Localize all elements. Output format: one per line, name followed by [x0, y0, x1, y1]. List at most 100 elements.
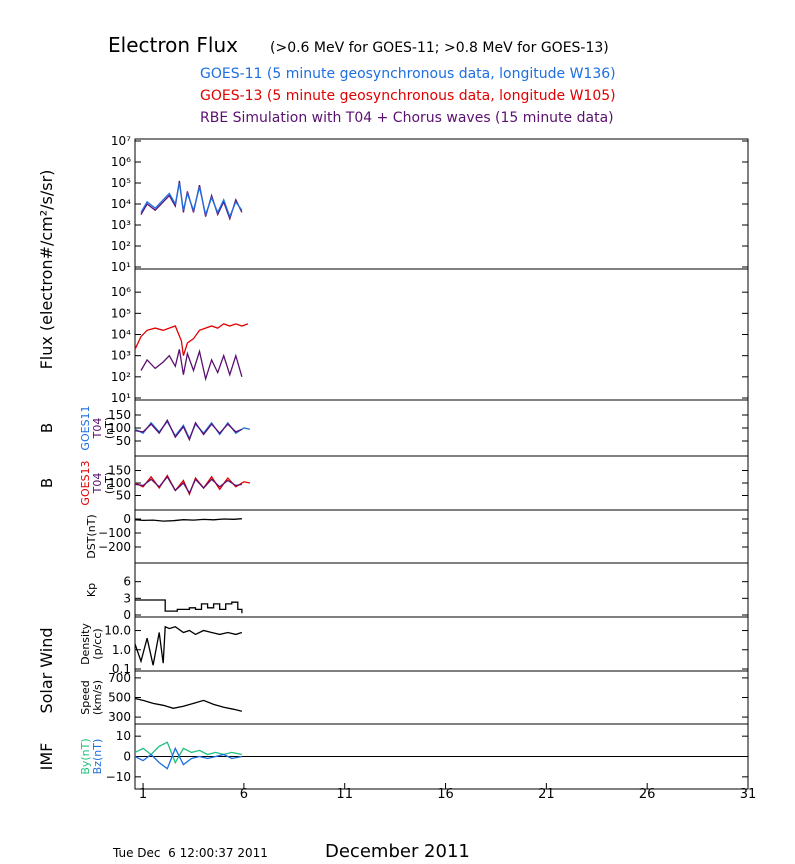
- y-tick-label: 6: [123, 575, 131, 589]
- panel-frame: [134, 509, 749, 564]
- y-axis-label: (km/s): [91, 680, 104, 715]
- y-tick-label: 10²: [111, 239, 131, 253]
- x-tick-label: 1: [139, 787, 147, 802]
- y-tick-label: 500: [108, 691, 131, 705]
- legend-goes13: GOES-13 (5 minute geosynchronous data, l…: [200, 88, 616, 104]
- y-tick-label: 3: [123, 591, 131, 605]
- y-axis-label: Speed: [79, 680, 92, 714]
- x-axis: 1 6 11 16 21 26 31: [139, 783, 756, 802]
- y-axis-label: (p/cc): [91, 628, 104, 659]
- y-axis-label: B: [38, 478, 56, 488]
- y-axis-label: Density: [79, 623, 92, 665]
- month-label: December 2011: [325, 841, 470, 862]
- y-tick-label: 10⁵: [111, 176, 131, 190]
- series-kp: [135, 599, 243, 614]
- y-axis-label: T04: [91, 473, 104, 495]
- y-tick-label: 150: [108, 408, 131, 422]
- y-axis-label: Bz(nT): [91, 739, 104, 775]
- timestamp: Tue Dec 6 12:00:37 2011: [112, 846, 268, 860]
- y-tick-label: 100: [108, 476, 131, 490]
- figure-footer: Tue Dec 6 12:00:37 2011 December 2011: [112, 841, 470, 862]
- y-axis-label: T04: [91, 418, 104, 440]
- y-tick-label: 10³: [111, 349, 131, 363]
- y-axis-label: Kp: [85, 583, 98, 597]
- y-tick-label: 0: [123, 608, 131, 622]
- y-axis-label: (nT): [103, 417, 116, 439]
- y-tick-label: 0: [123, 750, 131, 764]
- panel-frame: [134, 670, 749, 725]
- x-tick-label: 11: [336, 787, 353, 802]
- y-tick-label: 10²: [111, 370, 131, 384]
- y-tick-label: 10¹: [111, 391, 131, 405]
- series-speed: [134, 697, 243, 712]
- series-rbe-simulation-with-t04-chorus-waves-15-minute-data: [140, 180, 243, 221]
- chart-subtitle: (>0.6 MeV for GOES-11; >0.8 MeV for GOES…: [270, 40, 609, 56]
- panel-frame: [134, 562, 749, 618]
- x-tick-label: 16: [437, 787, 454, 802]
- y-tick-label: 10⁴: [111, 197, 131, 211]
- series-bz-nt: [134, 746, 243, 770]
- y-axis-label: (nT): [103, 472, 116, 494]
- y-tick-label: 150: [108, 464, 131, 478]
- y-tick-label: 300: [108, 710, 131, 724]
- y-tick-label: 10⁵: [111, 306, 131, 320]
- y-tick-label: 100: [108, 421, 131, 435]
- panel-kp: 0 3 6 Kp: [85, 562, 749, 622]
- panel-stack: 10¹ 10² 10³ 10⁴ 10⁵ 10⁶ 10⁷ 10¹ 10² 10³ 10⁴ 10⁵ 10⁶ 5…: [37, 134, 749, 790]
- chart-title: Electron Flux: [108, 33, 238, 57]
- y-tick-label: −200: [98, 540, 131, 554]
- y-tick-label: 10⁶: [111, 285, 131, 299]
- y-tick-label: 10⁷: [111, 134, 131, 148]
- y-axis-label: B: [38, 423, 56, 433]
- y-tick-label: 0.1: [112, 662, 131, 676]
- series-t04: [134, 418, 243, 442]
- y-tick-label: 50: [116, 489, 131, 503]
- group-label: IMF: [37, 743, 56, 771]
- series-goes-11-5-minute-geosynchronous-data-longitude-w136: [140, 182, 243, 219]
- x-tick-label: 31: [740, 787, 757, 802]
- group-label: Flux (electron#/cm²/s/sr): [37, 170, 56, 370]
- y-axis-label: GOES11: [79, 405, 92, 450]
- y-tick-label: 700: [108, 671, 131, 685]
- panel-flux_goes13: 10¹ 10² 10³ 10⁴ 10⁵ 10⁶: [111, 268, 749, 405]
- group-label: Solar Wind: [37, 627, 56, 713]
- series-density: [134, 625, 243, 666]
- panel-frame: [134, 616, 749, 672]
- y-tick-label: 50: [116, 434, 131, 448]
- panel-frame: [134, 138, 749, 270]
- y-tick-label: −100: [98, 526, 131, 540]
- panel-flux_goes11: 10¹ 10² 10³ 10⁴ 10⁵ 10⁶ 10⁷: [111, 134, 749, 274]
- y-tick-label: −10: [106, 770, 131, 784]
- legend-goes11: GOES-11 (5 minute geosynchronous data, l…: [200, 66, 616, 82]
- series-t04: [134, 475, 243, 495]
- y-tick-label: 10¹: [111, 260, 131, 274]
- y-tick-label: 10⁶: [111, 155, 131, 169]
- y-tick-label: 10³: [111, 218, 131, 232]
- x-tick-label: 21: [538, 787, 555, 802]
- legend-rbe: RBE Simulation with T04 + Chorus waves (…: [200, 110, 614, 126]
- panel-speed: 300 500 700 Speed (km/s): [79, 670, 749, 725]
- series-rbe-simulation-with-t04-chorus-waves-15-minute-data: [140, 348, 243, 382]
- y-axis-label: GOES13: [79, 460, 92, 505]
- x-tick-label: 6: [240, 787, 248, 802]
- x-tick-label: 26: [639, 787, 656, 802]
- y-axis-label: DST(nT): [85, 514, 98, 558]
- series-by-nt: [134, 741, 243, 765]
- panel-imf: 10 0 −10 By(nT) Bz(nT): [79, 723, 749, 790]
- y-tick-label: 0: [123, 512, 131, 526]
- y-tick-label: 1.0: [112, 643, 131, 657]
- y-tick-label: 10.0: [104, 624, 131, 638]
- figure-header: Electron Flux (>0.6 MeV for GOES-11; >0.…: [108, 33, 616, 126]
- y-tick-label: 10⁴: [111, 328, 131, 342]
- y-axis-label: By(nT): [79, 738, 92, 774]
- panel-frame: [134, 268, 749, 401]
- panel-density: 0.1 1.0 10.0 Density (p/cc): [79, 616, 749, 676]
- panel-frame: [134, 399, 749, 457]
- series-goes-13-5-minute-geosynchronous-data-longitude-w105: [134, 323, 249, 356]
- series-dst: [134, 518, 242, 522]
- y-tick-label: 10: [116, 729, 131, 743]
